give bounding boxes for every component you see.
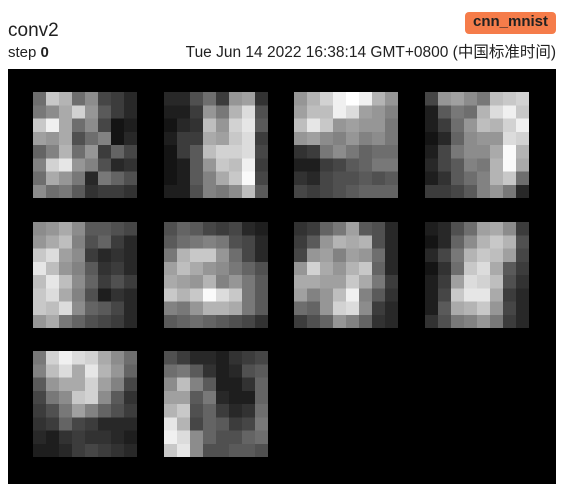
filter-tile-2: [164, 92, 268, 198]
filter-tile-6: [164, 222, 268, 328]
filter-tile-3: [294, 92, 398, 198]
wall-time: Tue Jun 14 2022 16:38:14 GMT+0800 (中国标准时…: [185, 44, 556, 61]
card-title: conv2: [8, 20, 59, 41]
filter-tile-8: [425, 222, 529, 328]
step-value: 0: [40, 44, 49, 61]
run-badge: cnn_mnist: [464, 12, 556, 34]
filter-tile-9: [33, 351, 137, 457]
filter-tile-7: [294, 222, 398, 328]
filter-tile-4: [425, 92, 529, 198]
step-label: step: [8, 44, 37, 61]
filter-tile-1: [33, 92, 137, 198]
image-display[interactable]: [8, 69, 556, 484]
step-indicator: step 0: [8, 43, 49, 63]
filter-tile-5: [33, 222, 137, 328]
filter-tile-10: [164, 351, 268, 457]
